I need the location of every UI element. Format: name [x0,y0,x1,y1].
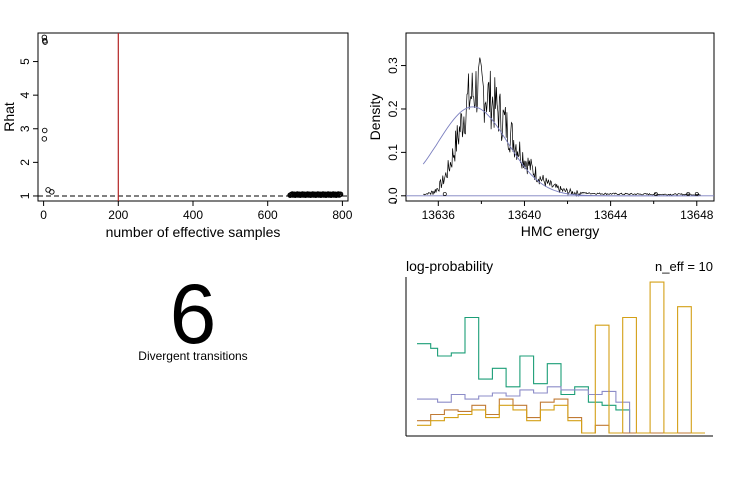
energy-y-tick-label-1: 0.1 [386,144,400,161]
rhat-x-tick-label-0: 0 [40,208,47,222]
energy-outlier-2 [686,192,691,197]
energy-outlier-1 [653,192,658,197]
energy-x-axis-label: HMC energy [521,223,600,239]
energy-ticks: 13636 13640 13644 13648 0.0 0.1 0.2 0.3 [386,57,714,222]
rhat-ticks: 0 200 400 600 800 1 2 3 4 5 [18,58,353,222]
energy-y-tick-label-0: 0.0 [386,187,400,204]
energy-x-tick-label-3: 13648 [680,208,714,222]
rhat-x-axis-label: number of effective samples [106,224,281,240]
rhat-point-2 [42,39,48,45]
energy-y-axis-label: Density [367,94,383,141]
rhat-cluster-point-69 [337,191,344,197]
rhat-x-tick-label-3: 600 [258,208,278,222]
divergent-panel: 6 Divergent transitions [138,267,247,363]
divergent-count: 6 [170,267,217,361]
energy-marks [406,57,714,197]
energy-panel: 13636 13640 13644 13648 0.0 0.1 0.2 0.3 HMC ene… [367,32,715,239]
rhat-marks [38,33,348,201]
rhat-panel: 0 200 400 600 800 1 2 3 4 5 number of effective s… [1,32,353,240]
energy-reference-curve [422,106,699,197]
rhat-x-tick-label-1: 200 [108,208,128,222]
energy-histogram-line [423,57,701,197]
energy-x-tick-label-1: 13640 [508,208,542,222]
logprob-trace-3 [417,281,705,434]
rhat-plot-frame [37,32,349,202]
rhat-y-axis-label: Rhat [1,102,17,132]
rhat-y-tick-label-1: 2 [18,159,32,166]
rhat-point-3 [41,127,48,134]
logprob-trace-0 [417,316,705,434]
energy-y-tick-label-2: 0.2 [386,100,400,117]
energy-outlier-0 [442,192,447,197]
rhat-y-tick-label-0: 1 [18,192,32,199]
rhat-point-4 [41,136,48,142]
energy-plot-frame [405,32,715,202]
rhat-y-tick-label-2: 3 [18,125,32,132]
energy-outlier-3 [694,192,699,197]
energy-y-tick-label-3: 0.3 [386,57,400,74]
rhat-x-tick-label-2: 400 [183,208,203,222]
divergent-label: Divergent transitions [138,349,247,363]
rhat-y-tick-label-4: 5 [18,58,32,65]
rhat-point-6 [49,189,55,195]
rhat-x-tick-label-4: 800 [332,208,352,222]
logprob-title: log-probability [406,258,493,274]
logprob-neff-annotation: n_eff = 10 [655,259,713,274]
logprob-trace-2 [417,398,705,434]
energy-x-tick-label-0: 13636 [422,208,456,222]
logprob-panel: log-probability n_eff = 10 [405,258,713,437]
rhat-y-tick-label-3: 4 [18,92,32,99]
energy-x-tick-label-2: 13644 [594,208,628,222]
logprob-marks [417,281,705,434]
